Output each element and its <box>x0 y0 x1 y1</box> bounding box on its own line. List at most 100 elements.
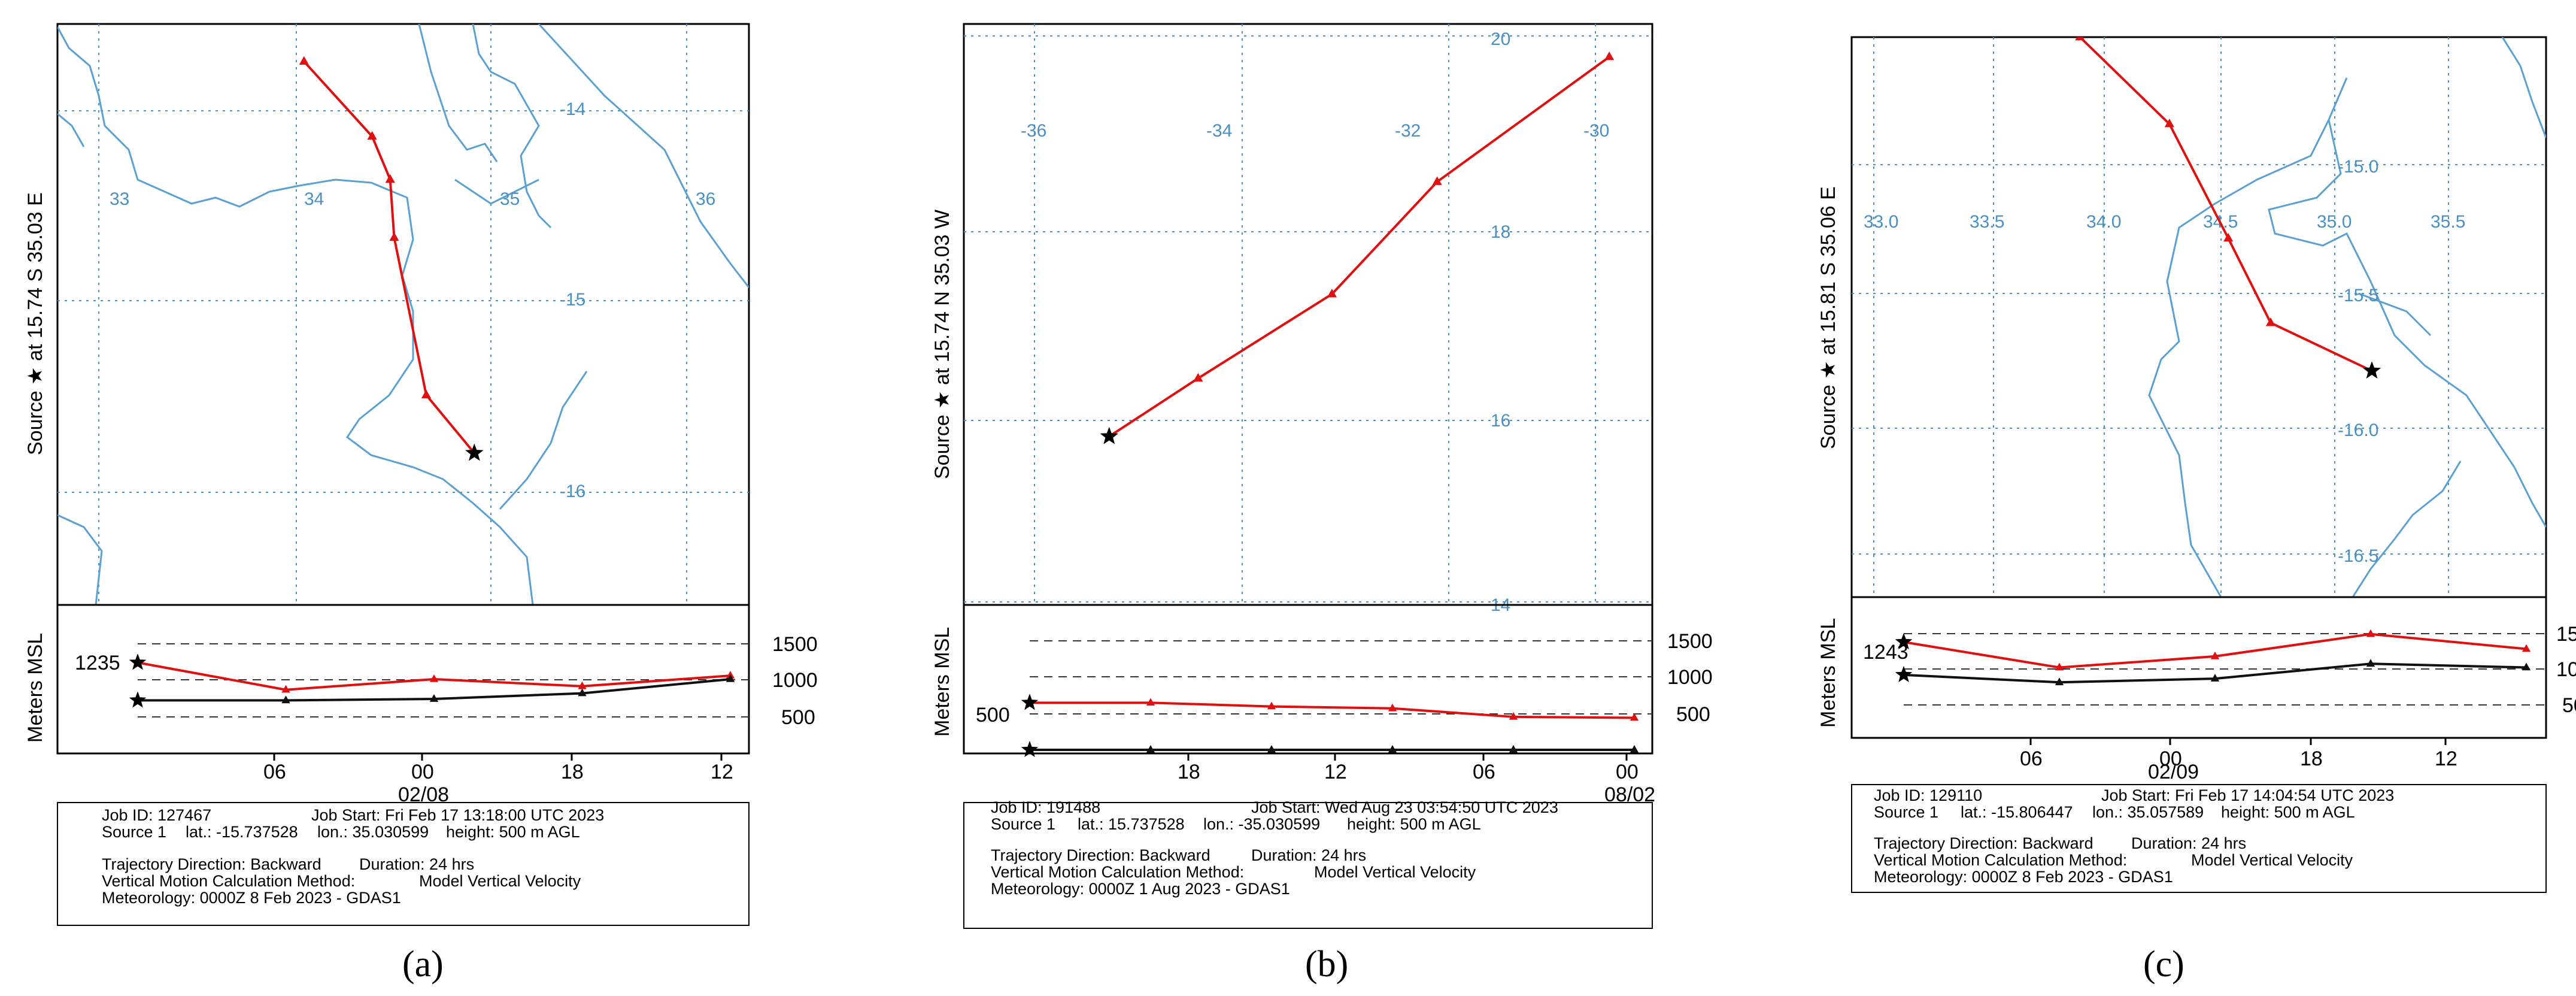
info-box <box>1851 784 2547 893</box>
height-point-marker <box>2055 677 2064 686</box>
info-meteo: Meteorology: 0000Z 8 Feb 2023 - GDAS1 <box>1874 868 2173 886</box>
height-point-marker <box>726 674 735 682</box>
time-tick-label: 00 <box>2159 747 2182 770</box>
info-box <box>963 802 1653 929</box>
start-height-label: 1235 <box>75 652 120 674</box>
height-point-marker <box>281 695 290 704</box>
height-ylabel: Meters MSL <box>931 627 954 737</box>
info-lon: lon.: 35.057589 <box>2092 803 2204 821</box>
map-frame <box>1850 36 2547 598</box>
height-frame <box>1850 596 2547 739</box>
panel-label: (c) <box>2143 944 2184 985</box>
height-start-star <box>1021 694 1039 710</box>
panel-c: 33.0 33.5 34.0 34.5 35.0 35.5 -15.0 -15.… <box>1817 36 2576 985</box>
height-point-marker <box>1509 712 1518 720</box>
height-tick-label: 500 <box>1676 703 1710 726</box>
info-job-start: Job Start: Wed Aug 23 03:54:50 UTC 2023 <box>1251 798 1558 816</box>
info-lon: lon.: 35.030599 <box>317 823 429 841</box>
trajectory-point-marker <box>2075 37 2085 41</box>
lon-tick-label: -32 <box>1395 121 1421 141</box>
time-tick-label: 00 <box>411 761 434 783</box>
height-point-marker <box>2210 651 2220 659</box>
info-source: Source 1 <box>1874 803 1938 821</box>
source-star-marker <box>465 443 484 461</box>
lon-tick-label: 33.5 <box>1970 212 2004 232</box>
map-gridlines <box>964 24 1652 605</box>
height-line-trajectory <box>1030 701 1635 719</box>
time-tick-label: 18 <box>1178 761 1200 783</box>
info-vmethod-value: Model Vertical Velocity <box>2191 851 2353 869</box>
lat-tick-label: -16.0 <box>2338 420 2378 440</box>
time-tick-label: 18 <box>2300 747 2323 770</box>
info-height: height: 500 m AGL <box>1347 815 1481 833</box>
height-ylabel: Meters MSL <box>1817 618 1840 728</box>
info-height: height: 500 m AGL <box>2221 803 2355 821</box>
map-gridlines <box>57 24 749 605</box>
info-source: Source 1 <box>991 815 1055 833</box>
height-point-marker <box>2210 674 2220 682</box>
height-point-marker <box>1146 698 1155 706</box>
height-start-star <box>129 653 147 670</box>
info-source: Source 1 <box>102 823 166 841</box>
lat-tick-label: -15.0 <box>2338 157 2378 177</box>
panel-label: (b) <box>1305 944 1348 985</box>
trajectory-map-c <box>2075 37 2381 379</box>
height-tick-label: 1000 <box>1667 666 1713 689</box>
height-series-c <box>1895 629 2531 686</box>
trajectory-point-marker <box>1327 289 1337 298</box>
info-job-id: Job ID: 129110 <box>1874 786 1982 804</box>
height-reference-lines <box>1904 633 2546 706</box>
height-frame <box>963 604 1653 755</box>
start-height-label: 500 <box>976 704 1010 726</box>
height-point-marker <box>1630 745 1639 753</box>
lon-tick-label: 33.0 <box>1864 212 1898 232</box>
info-lat: lat.: -15.806447 <box>1961 803 2073 821</box>
height-point-marker <box>2055 662 2064 671</box>
time-tick-label: 12 <box>1324 761 1347 783</box>
source-label: Source ★ at 15.74 N 35.03 W <box>931 210 954 479</box>
info-job-start: Job Start: Fri Feb 17 13:18:00 UTC 2023 <box>311 806 604 824</box>
height-start-star <box>1895 633 1913 650</box>
info-duration: Duration: 24 hrs <box>1251 846 1366 864</box>
info-direction: Trajectory Direction: Backward <box>1874 834 2093 852</box>
time-tick-label: 06 <box>2020 747 2043 770</box>
info-box <box>57 802 750 926</box>
height-tick-label: 1500 <box>2556 623 2576 646</box>
source-label: Source ★ at 15.74 S 35.03 E <box>24 192 47 455</box>
height-point-marker <box>1267 745 1276 753</box>
trajectory-point-marker <box>1193 373 1203 382</box>
trajectory-map-a <box>299 56 484 461</box>
info-meteo: Meteorology: 0000Z 8 Feb 2023 - GDAS1 <box>102 889 401 907</box>
trajectory-line <box>303 60 475 454</box>
height-reference-lines <box>1030 640 1652 715</box>
map-gridlines <box>1852 37 2546 597</box>
lon-tick-label: -30 <box>1583 121 1609 141</box>
time-tick-label: 06 <box>263 761 286 783</box>
info-vmethod: Vertical Motion Calculation Method: <box>1874 851 2127 869</box>
height-point-marker <box>1388 703 1397 712</box>
lon-tick-label: 35.5 <box>2431 212 2465 232</box>
height-tick-label: 500 <box>781 706 815 729</box>
height-point-marker <box>2366 629 2375 637</box>
time-tick-label: 00 <box>1616 761 1639 783</box>
info-height: height: 500 m AGL <box>446 823 580 841</box>
height-start-star <box>1021 741 1039 758</box>
source-star-marker <box>2362 361 2381 379</box>
height-start-star <box>1895 665 1913 682</box>
info-lat: lat.: 15.737528 <box>1078 815 1185 833</box>
trajectory-point-marker <box>385 174 395 183</box>
info-vmethod-value: Model Vertical Velocity <box>1314 863 1476 881</box>
height-ylabel: Meters MSL <box>24 633 47 743</box>
trajectory-point-marker <box>1604 51 1615 60</box>
panel-a: 33 34 35 36 -14 -15 -16 Source ★ at 15.7… <box>24 23 818 985</box>
height-point-marker <box>1509 745 1518 753</box>
lat-tick-label: 18 <box>1491 222 1510 242</box>
height-point-marker <box>1267 701 1276 710</box>
map-frame <box>963 23 1653 606</box>
info-direction: Trajectory Direction: Backward <box>102 855 321 873</box>
time-axis <box>2029 738 2447 745</box>
source-label: Source ★ at 15.81 S 35.06 E <box>1817 186 1840 449</box>
height-point-marker <box>429 674 439 682</box>
info-vmethod: Vertical Motion Calculation Method: <box>102 872 355 890</box>
lon-tick-label: 35 <box>500 189 520 209</box>
